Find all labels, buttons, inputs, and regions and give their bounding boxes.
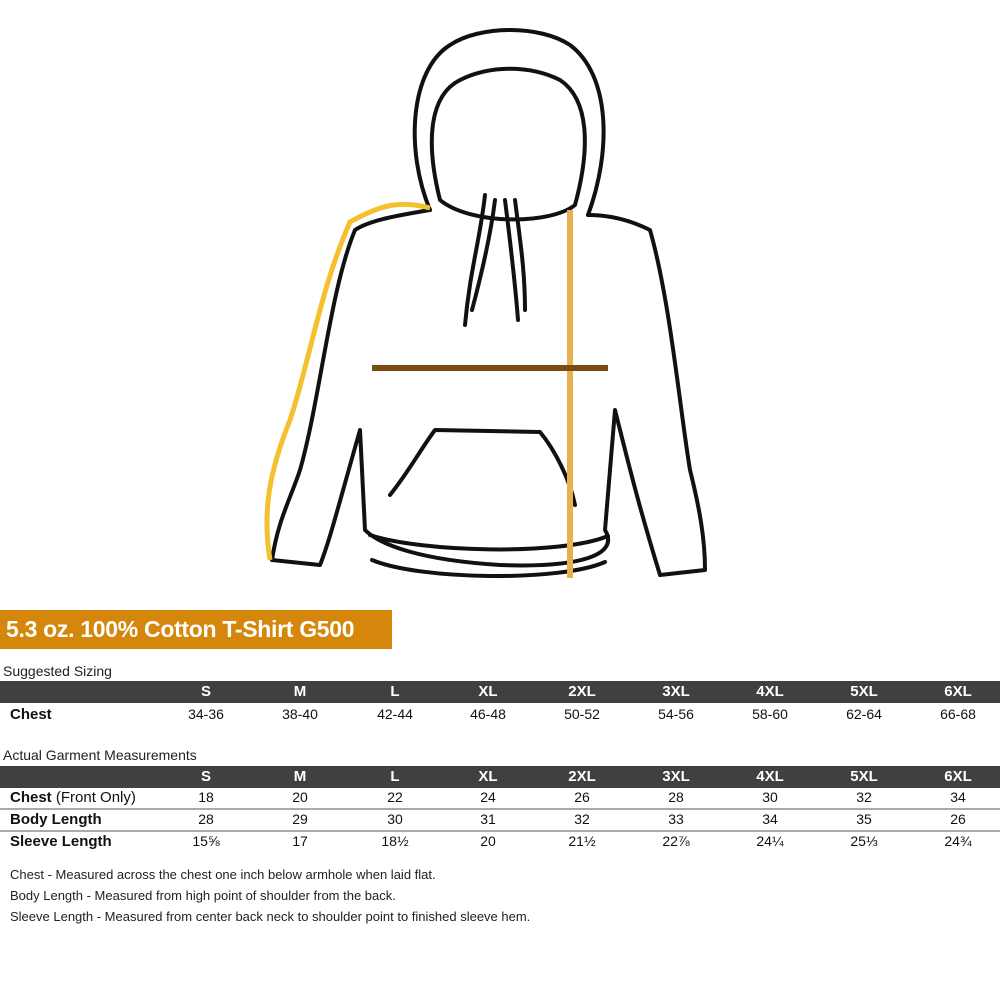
size-header: L — [390, 683, 400, 700]
cell-value: 33 — [668, 811, 684, 827]
row-label: Body Length — [10, 811, 102, 828]
cell-value: 21½ — [568, 833, 596, 849]
cell-value: 24¾ — [944, 833, 972, 849]
cell-value: 66-68 — [940, 706, 976, 722]
drawstrings — [463, 193, 527, 327]
face-opening — [429, 66, 587, 222]
cell-value: 42-44 — [377, 706, 413, 722]
cell-value: 25⅓ — [850, 833, 878, 849]
actual-header-row: S M L XL 2XL 3XL 4XL 5XL 6XL — [0, 766, 1000, 788]
cell-value: 20 — [480, 833, 496, 849]
actual-measurements-caption: Actual Garment Measurements — [3, 747, 197, 763]
row-label: Chest — [10, 789, 52, 806]
size-header: M — [293, 768, 307, 785]
row-sublabel: (Front Only) — [51, 789, 136, 806]
size-header: M — [293, 683, 307, 700]
cell-value: 18½ — [381, 833, 409, 849]
pocket — [388, 428, 577, 507]
cell-value: 30 — [387, 811, 403, 827]
size-header: 3XL — [662, 768, 690, 785]
cell-value: 34 — [762, 811, 778, 827]
cell-value: 58-60 — [752, 706, 788, 722]
cell-value: 54-56 — [658, 706, 694, 722]
table-row: Chest (Front Only) 18 20 22 24 26 28 30 32 34 — [0, 787, 1000, 810]
body-outline — [270, 208, 707, 577]
hood-outline — [412, 28, 606, 217]
note-chest: Chest - Measured across the chest one in… — [10, 867, 436, 882]
size-header: S — [200, 683, 211, 700]
size-header: 2XL — [568, 768, 596, 785]
cell-value: 18 — [198, 789, 214, 805]
cell-value: 31 — [480, 811, 496, 827]
cell-value: 28 — [198, 811, 214, 827]
table-row: Sleeve Length 15⅝ 17 18½ 20 21½ 22⅞ 24¼ 25⅓ 24¾ — [0, 831, 1000, 852]
table-row: Body Length 28 29 30 31 32 33 34 35 26 — [0, 809, 1000, 832]
cell-value: 34-36 — [188, 706, 224, 722]
cell-value: 24 — [480, 789, 496, 805]
size-header: S — [200, 768, 211, 785]
note-body-length: Body Length - Measured from high point o… — [10, 888, 396, 903]
cell-value: 26 — [574, 789, 590, 805]
cell-value: 17 — [292, 833, 308, 849]
hoodie-diagram — [264, 28, 707, 578]
sleeve-length-line — [264, 201, 431, 561]
size-header: 6XL — [944, 768, 972, 785]
size-header: 5XL — [850, 768, 878, 785]
cell-value: 34 — [950, 789, 966, 805]
cell-value: 46-48 — [470, 706, 506, 722]
size-header: XL — [478, 683, 498, 700]
cell-value: 26 — [950, 811, 966, 827]
product-title: 5.3 oz. 100% Cotton T-Shirt G500 — [0, 610, 392, 649]
suggested-sizing-caption: Suggested Sizing — [3, 663, 112, 679]
size-header: 2XL — [568, 683, 596, 700]
cell-value: 38-40 — [282, 706, 318, 722]
waistband — [368, 533, 610, 578]
cell-value: 32 — [574, 811, 590, 827]
table-row: Chest 34-36 38-40 42-44 46-48 50-52 54-56 58-6… — [0, 704, 1000, 725]
size-header: 4XL — [756, 683, 784, 700]
size-header: 4XL — [756, 768, 784, 785]
cell-value: 32 — [856, 789, 872, 805]
size-header: 5XL — [850, 683, 878, 700]
size-header: L — [390, 768, 400, 785]
cell-value: 24¼ — [756, 833, 784, 849]
row-label: Sleeve Length — [10, 833, 112, 850]
cell-value: 30 — [762, 789, 778, 805]
cell-value: 62-64 — [846, 706, 882, 722]
cell-value: 20 — [292, 789, 308, 805]
cell-value: 15⅝ — [192, 833, 220, 849]
size-header: XL — [478, 768, 498, 785]
suggested-header-row: S M L XL 2XL 3XL 4XL 5XL 6XL — [0, 681, 1000, 703]
row-label: Chest — [10, 706, 52, 723]
note-sleeve-length: Sleeve Length - Measured from center bac… — [10, 909, 531, 924]
cell-value: 50-52 — [564, 706, 600, 722]
cell-value: 29 — [292, 811, 308, 827]
cell-value: 28 — [668, 789, 684, 805]
cell-value: 22 — [387, 789, 403, 805]
size-header: 6XL — [944, 683, 972, 700]
size-header: 3XL — [662, 683, 690, 700]
cell-value: 22⅞ — [662, 833, 690, 849]
cell-value: 35 — [856, 811, 872, 827]
